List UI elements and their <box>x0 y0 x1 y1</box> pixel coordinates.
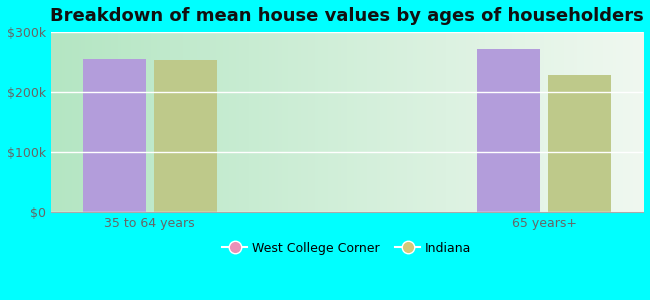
Bar <box>83 59 146 212</box>
Legend: West College Corner, Indiana: West College Corner, Indiana <box>218 237 476 260</box>
Bar <box>549 75 612 212</box>
Bar <box>153 60 216 212</box>
Title: Breakdown of mean house values by ages of householders: Breakdown of mean house values by ages o… <box>50 7 644 25</box>
Bar <box>477 49 540 212</box>
